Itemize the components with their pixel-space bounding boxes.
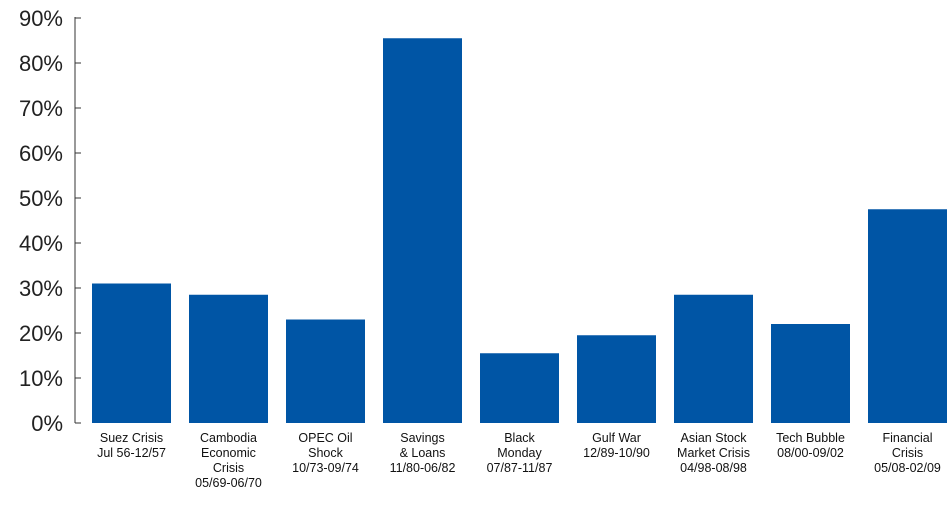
x-category-label-line: Shock: [308, 446, 343, 460]
x-category-label: Savings & Loans 11/80-06/82: [390, 431, 456, 475]
y-tick-label: 40%: [19, 231, 63, 256]
x-category-label: Financial Crisis 05/08-02/09: [874, 431, 941, 475]
bar: [577, 335, 656, 423]
y-tick-label: 70%: [19, 96, 63, 121]
y-tick-label: 20%: [19, 321, 63, 346]
y-tick-label: 90%: [19, 6, 63, 31]
x-category-label: Asian Stock Market Crisis 04/98-08/98: [677, 431, 750, 475]
bar: [771, 324, 850, 423]
x-category-label: Black Monday 07/87-11/87: [487, 431, 553, 475]
x-category-label-line: Savings: [400, 431, 444, 445]
x-category-label-line: Crisis: [213, 461, 244, 475]
x-category-label-line: Suez Crisis: [100, 431, 163, 445]
x-category-label: Tech Bubble 08/00-09/02: [776, 431, 845, 460]
y-tick-label: 80%: [19, 51, 63, 76]
x-category-label-line: Cambodia: [200, 431, 257, 445]
x-category-label-line: Crisis: [892, 446, 923, 460]
y-tick-label: 30%: [19, 276, 63, 301]
x-category-label-line: 04/98-08/98: [680, 461, 747, 475]
x-category-label-line: Economic: [201, 446, 256, 460]
x-category-label-line: 11/80-06/82: [390, 461, 456, 475]
x-category-label-line: 05/69-06/70: [195, 476, 262, 490]
bars: [92, 38, 947, 423]
x-category-label-line: OPEC Oil: [298, 431, 352, 445]
x-category-label-line: Asian Stock: [680, 431, 747, 445]
y-tick-label: 10%: [19, 366, 63, 391]
bar: [480, 353, 559, 423]
bar: [92, 283, 171, 423]
x-category-label-line: 12/89-10/90: [583, 446, 650, 460]
x-category-label-line: Financial: [882, 431, 932, 445]
bar: [674, 294, 753, 423]
bar: [383, 38, 462, 423]
x-category-label-line: 05/08-02/09: [874, 461, 941, 475]
bar: [868, 209, 947, 423]
bar: [189, 294, 268, 423]
y-tick-label: 50%: [19, 186, 63, 211]
x-category-label-line: Gulf War: [592, 431, 641, 445]
x-category-label-line: & Loans: [400, 446, 446, 460]
x-category-label: OPEC Oil Shock 10/73-09/74: [292, 431, 359, 475]
x-category-label-line: Black: [504, 431, 535, 445]
x-category-label: Suez Crisis Jul 56-12/57: [97, 431, 166, 460]
x-category-label-line: Jul 56-12/57: [97, 446, 166, 460]
x-category-label-line: 10/73-09/74: [292, 461, 359, 475]
x-category-label-line: 07/87-11/87: [487, 461, 553, 475]
x-category-label-line: Monday: [497, 446, 542, 460]
x-category-label-line: 08/00-09/02: [777, 446, 844, 460]
bar: [286, 319, 365, 423]
y-axis: 0% 10% 20% 30% 40% 50% 60% 70% 80% 90%: [19, 6, 81, 436]
y-tick-label: 60%: [19, 141, 63, 166]
x-category-label: Gulf War 12/89-10/90: [583, 431, 650, 460]
y-tick-label: 0%: [31, 411, 63, 436]
x-category-label-line: Market Crisis: [677, 446, 750, 460]
x-category-label-line: Tech Bubble: [776, 431, 845, 445]
x-category-label: Cambodia Economic Crisis 05/69-06/70: [195, 431, 262, 490]
